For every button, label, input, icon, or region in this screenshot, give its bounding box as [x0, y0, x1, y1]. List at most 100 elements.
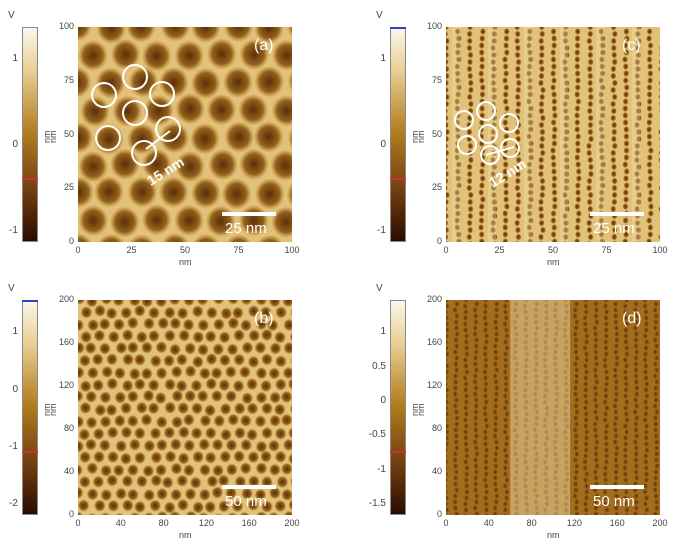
dark-domain	[647, 70, 654, 77]
dark-domain	[473, 510, 480, 515]
dark-domain	[587, 128, 594, 136]
dark-domain	[563, 338, 570, 346]
dark-domain	[482, 494, 489, 502]
dark-domain	[502, 224, 509, 231]
dark-domain	[446, 338, 449, 346]
dark-domain	[502, 308, 509, 316]
dark-domain	[287, 127, 292, 150]
dark-domain	[493, 378, 499, 386]
dark-domain	[523, 500, 530, 508]
dark-domain	[503, 203, 510, 210]
dark-domain	[593, 432, 599, 440]
dark-domain	[599, 35, 606, 42]
panel-label: (d)	[622, 310, 642, 327]
dark-domain	[513, 366, 520, 374]
dark-domain	[574, 112, 581, 119]
y-tick-label: 75	[63, 74, 74, 85]
dark-domain	[647, 231, 654, 238]
dark-domain	[92, 379, 105, 392]
dark-domain	[598, 231, 605, 238]
dark-domain	[563, 356, 570, 364]
dark-domain	[622, 464, 628, 472]
dark-domain	[538, 142, 545, 150]
dark-domain	[642, 452, 649, 460]
dark-domain	[192, 450, 205, 464]
dark-domain	[652, 414, 659, 422]
dark-domain	[512, 438, 519, 446]
dark-domain	[238, 94, 269, 126]
dark-domain	[533, 450, 540, 458]
dark-domain	[192, 501, 205, 514]
colorbar-tick-label: -1	[9, 440, 18, 452]
dark-domain	[514, 128, 521, 136]
dark-domain	[164, 401, 177, 414]
dark-domain	[562, 37, 569, 45]
dark-domain	[532, 390, 539, 398]
dark-domain	[562, 512, 569, 515]
dark-domain	[274, 499, 287, 513]
dark-domain	[642, 332, 649, 340]
dark-domain	[598, 154, 605, 161]
dark-domain	[502, 56, 508, 63]
dark-domain	[564, 308, 570, 316]
dark-domain	[128, 66, 159, 98]
dark-domain	[502, 470, 509, 478]
dark-domain	[502, 63, 509, 70]
dark-domain	[538, 156, 545, 164]
dark-domain	[523, 350, 530, 358]
dark-domain	[446, 368, 450, 376]
dark-domain	[587, 121, 594, 129]
dark-domain	[240, 300, 253, 306]
dark-domain	[280, 390, 292, 404]
dark-domain	[592, 474, 599, 482]
dark-domain	[652, 426, 659, 434]
dark-domain	[552, 438, 559, 446]
dark-domain	[247, 498, 260, 512]
dark-domain	[658, 87, 660, 93]
dark-domain	[184, 365, 197, 378]
dark-domain	[446, 422, 450, 430]
x-tick-label: 40	[483, 518, 494, 528]
dark-domain	[613, 390, 620, 398]
dark-domain	[94, 304, 106, 317]
dark-domain	[572, 480, 579, 488]
dark-domain	[493, 366, 500, 374]
dark-domain	[503, 494, 510, 502]
dark-domain	[533, 306, 540, 314]
dark-domain	[446, 205, 449, 213]
dark-domain	[478, 182, 485, 189]
dark-domain	[190, 379, 203, 392]
dark-domain	[492, 504, 499, 512]
dark-domain	[551, 189, 558, 196]
dark-domain	[563, 302, 570, 310]
dark-domain	[643, 494, 650, 502]
dark-domain	[503, 326, 510, 334]
dark-domain	[467, 191, 474, 199]
dark-domain	[254, 488, 267, 502]
dark-domain	[176, 307, 189, 320]
dark-domain	[602, 464, 609, 472]
dark-domain	[512, 450, 519, 458]
dark-domain	[653, 396, 659, 404]
dark-domain	[176, 498, 189, 512]
dark-domain	[635, 79, 641, 87]
dark-domain	[466, 128, 473, 136]
dark-domain	[612, 396, 619, 404]
dark-domain	[462, 428, 469, 436]
dark-domain	[502, 175, 509, 182]
dark-domain	[647, 224, 654, 231]
dark-domain	[643, 308, 649, 316]
dark-domain	[446, 30, 449, 38]
dark-domain	[78, 440, 85, 453]
dark-domain	[583, 482, 590, 490]
dark-domain	[269, 342, 282, 355]
dark-domain	[266, 319, 279, 332]
dark-domain	[573, 348, 579, 356]
y-tick-label: 80	[63, 423, 74, 433]
dark-domain	[483, 464, 489, 472]
dark-domain	[532, 426, 539, 434]
dark-domain	[563, 163, 570, 171]
dark-domain	[550, 231, 557, 238]
dark-domain	[473, 300, 480, 308]
distance-arrow	[485, 146, 515, 156]
